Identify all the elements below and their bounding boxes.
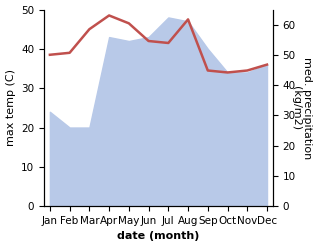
Y-axis label: med. precipitation
(kg/m2): med. precipitation (kg/m2): [291, 57, 313, 159]
Y-axis label: max temp (C): max temp (C): [5, 69, 16, 146]
X-axis label: date (month): date (month): [117, 231, 200, 242]
